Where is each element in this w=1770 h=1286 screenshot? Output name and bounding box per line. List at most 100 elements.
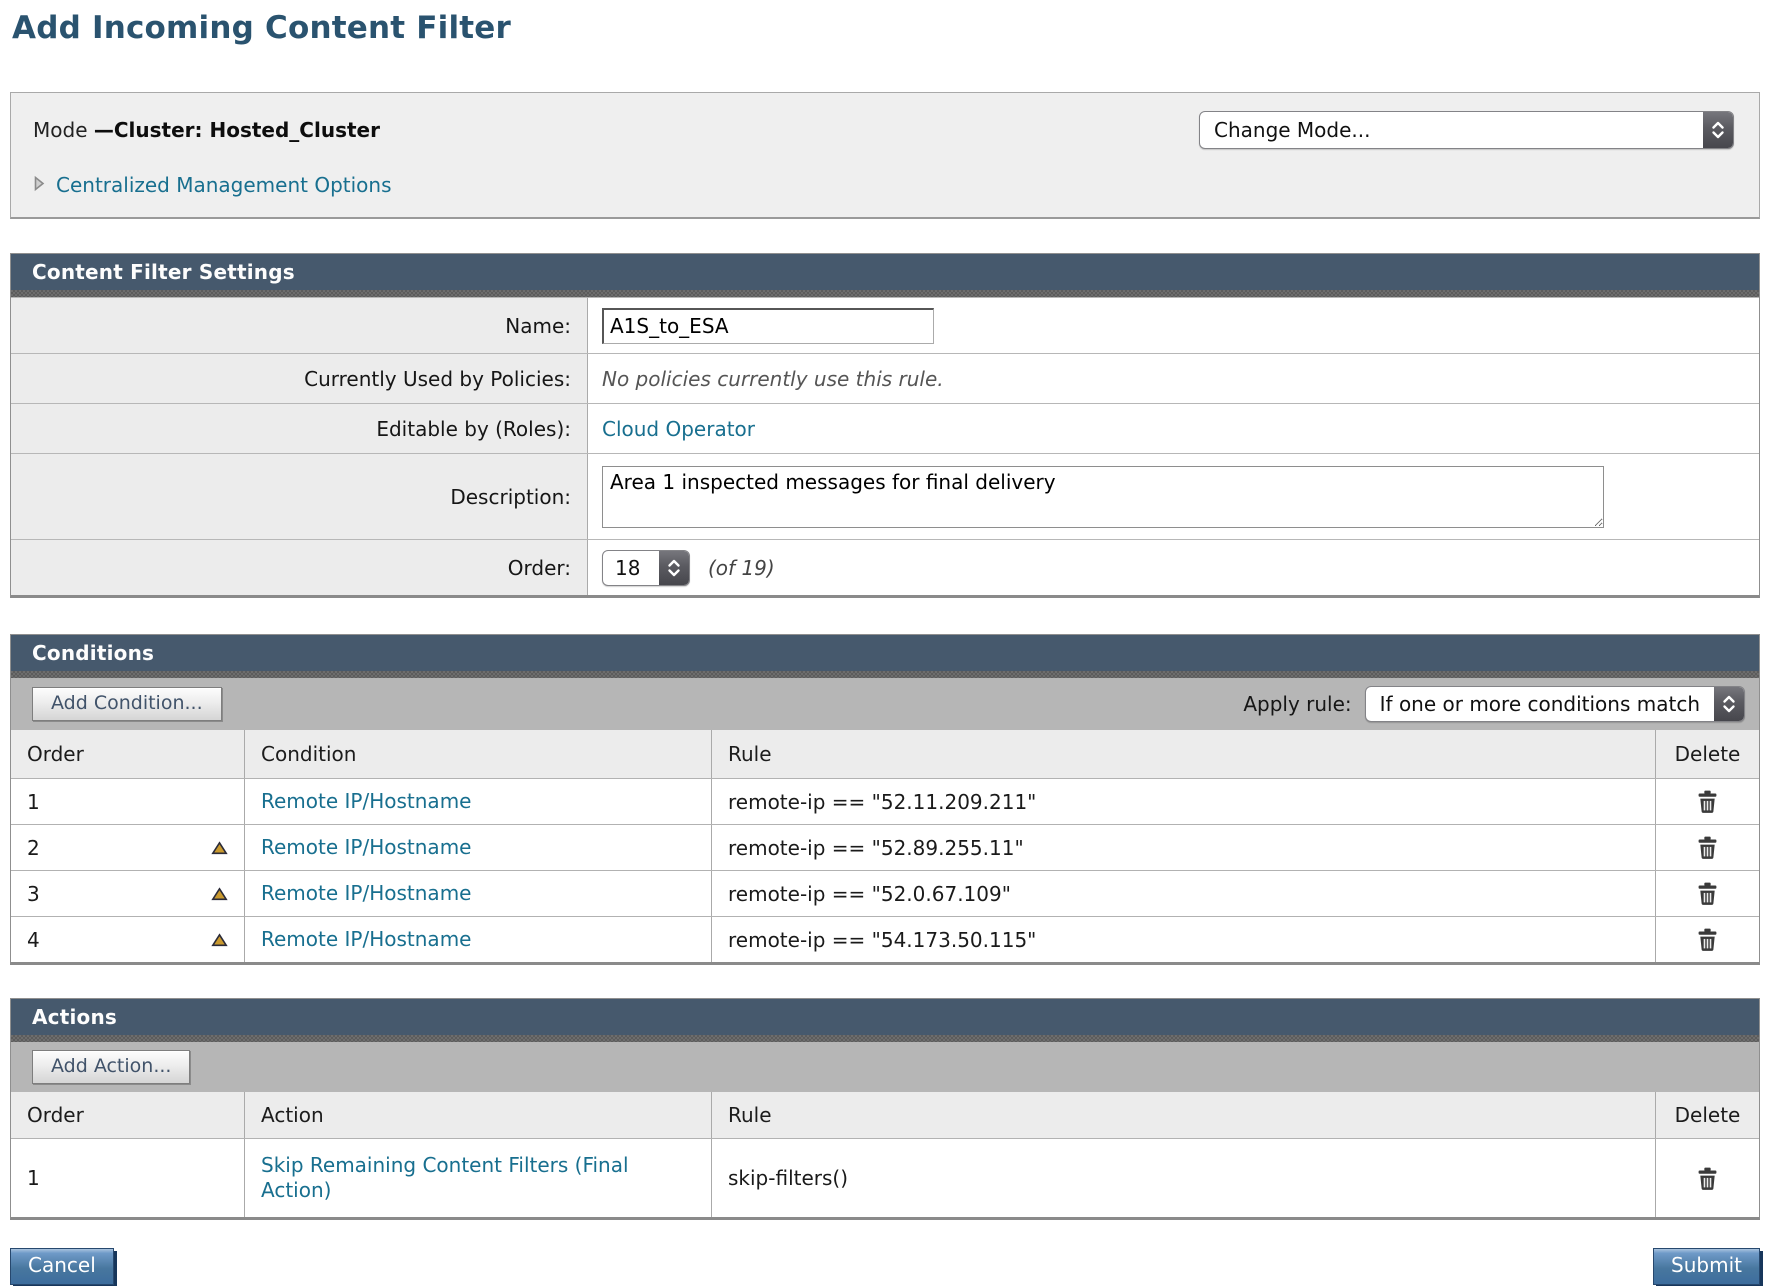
delete-condition-button[interactable] [1696, 836, 1719, 859]
action-rule: skip-filters() [728, 1166, 849, 1190]
order-selected-value: 18 [615, 555, 641, 580]
column-header-action: Action [244, 1092, 711, 1138]
delete-condition-button[interactable] [1696, 928, 1719, 951]
delete-condition-button[interactable] [1696, 882, 1719, 905]
conditions-table: Order Condition Rule Delete 1 Remote IP/… [11, 730, 1759, 962]
disclosure-triangle-icon[interactable] [33, 175, 45, 196]
column-header-condition: Condition [244, 730, 711, 778]
select-spinner-icon [1703, 112, 1733, 148]
condition-rule: remote-ip == "52.11.209.211" [728, 789, 1037, 814]
select-spinner-icon [659, 550, 689, 585]
mode-label: Mode [33, 118, 94, 142]
apply-rule-group: Apply rule: If one or more conditions ma… [1243, 686, 1745, 722]
condition-link[interactable]: Remote IP/Hostname [261, 881, 472, 905]
move-up-button[interactable] [211, 841, 228, 855]
order-select[interactable]: 18 [602, 549, 690, 586]
apply-rule-label: Apply rule: [1243, 692, 1352, 716]
name-label: Name: [11, 298, 588, 353]
condition-order: 1 [27, 789, 40, 814]
description-label: Description: [11, 454, 588, 539]
action-row: 1 Skip Remaining Content Filters (Final … [11, 1138, 1759, 1217]
mode-row: Mode —Cluster: Hosted_Cluster Change Mod… [11, 93, 1759, 149]
trash-icon [1697, 790, 1718, 813]
mode-value: —Cluster: Hosted_Cluster [93, 118, 380, 142]
policies-value: No policies currently use this rule. [602, 366, 944, 391]
condition-order: 4 [27, 927, 40, 952]
page: Add Incoming Content Filter Mode —Cluste… [10, 0, 1760, 1285]
content-filter-settings-section: Content Filter Settings Name: Currently … [10, 253, 1760, 598]
column-header-order: Order [27, 1103, 84, 1127]
settings-row-name: Name: [11, 297, 1759, 353]
add-action-button[interactable]: Add Action... [32, 1050, 191, 1084]
move-up-button[interactable] [211, 933, 228, 947]
settings-section-header: Content Filter Settings [11, 254, 1759, 290]
add-condition-button[interactable]: Add Condition... [32, 687, 222, 721]
mode-panel: Mode —Cluster: Hosted_Cluster Change Mod… [10, 92, 1760, 219]
centralized-management-options-link[interactable]: Centralized Management Options [56, 173, 392, 197]
condition-row: 4 Remote IP/Hostname remote-ip == "54.17… [11, 916, 1759, 962]
action-order: 1 [27, 1166, 40, 1190]
settings-row-editable: Editable by (Roles): Cloud Operator [11, 403, 1759, 453]
name-input[interactable] [602, 307, 934, 344]
conditions-section: Conditions Add Condition... Apply rule: … [10, 634, 1760, 965]
settings-row-policies: Currently Used by Policies: No policies … [11, 353, 1759, 403]
actions-table: Order Action Rule Delete 1 Skip Remainin… [11, 1092, 1759, 1217]
move-up-triangle-icon [212, 887, 227, 900]
cloud-operator-link[interactable]: Cloud Operator [602, 416, 756, 441]
column-header-delete: Delete [1655, 1092, 1759, 1138]
condition-row: 1 Remote IP/Hostname remote-ip == "52.11… [11, 778, 1759, 824]
settings-row-description: Description: Area 1 inspected messages f… [11, 453, 1759, 539]
apply-rule-selected-value: If one or more conditions match [1379, 692, 1700, 716]
condition-link[interactable]: Remote IP/Hostname [261, 927, 472, 951]
editable-label: Editable by (Roles): [11, 404, 588, 453]
header-texture-strip [11, 290, 1759, 297]
trash-icon [1697, 1166, 1718, 1190]
select-spinner-icon [1714, 687, 1744, 721]
column-header-rule: Rule [711, 1092, 1655, 1138]
mode-text: Mode —Cluster: Hosted_Cluster [33, 118, 380, 142]
condition-link[interactable]: Remote IP/Hostname [261, 789, 472, 813]
centralized-management-options-row: Centralized Management Options [11, 149, 1759, 217]
cancel-button[interactable]: Cancel [10, 1248, 114, 1285]
condition-rule: remote-ip == "52.89.255.11" [728, 835, 1024, 860]
condition-rule: remote-ip == "52.0.67.109" [728, 881, 1011, 906]
header-texture-strip [11, 1035, 1759, 1042]
submit-button[interactable]: Submit [1653, 1248, 1760, 1285]
column-header-rule: Rule [711, 730, 1655, 778]
move-up-triangle-icon [212, 933, 227, 946]
condition-rule: remote-ip == "54.173.50.115" [728, 927, 1037, 952]
actions-section: Actions Add Action... Order Action Rule … [10, 998, 1760, 1220]
delete-action-button[interactable] [1696, 1166, 1719, 1190]
conditions-toolbar: Add Condition... Apply rule: If one or m… [11, 678, 1759, 730]
column-header-order: Order [27, 742, 84, 766]
change-mode-select[interactable]: Change Mode... [1199, 111, 1734, 149]
footer-button-bar: Cancel Submit [10, 1248, 1760, 1285]
condition-link[interactable]: Remote IP/Hostname [261, 835, 472, 859]
actions-header-row: Order Action Rule Delete [11, 1092, 1759, 1138]
change-mode-selected-value: Change Mode... [1214, 118, 1371, 142]
conditions-section-header: Conditions [11, 635, 1759, 671]
condition-row: 3 Remote IP/Hostname remote-ip == "52.0.… [11, 870, 1759, 916]
action-link[interactable]: Skip Remaining Content Filters (Final Ac… [261, 1153, 629, 1202]
condition-order: 3 [27, 881, 40, 906]
trash-icon [1697, 836, 1718, 859]
header-texture-strip [11, 671, 1759, 678]
order-total-note: (of 19) [708, 555, 775, 580]
delete-condition-button[interactable] [1696, 790, 1719, 813]
trash-icon [1697, 928, 1718, 951]
policies-label: Currently Used by Policies: [11, 354, 588, 403]
order-label: Order: [11, 540, 588, 595]
trash-icon [1697, 882, 1718, 905]
actions-section-header: Actions [11, 999, 1759, 1035]
move-up-triangle-icon [212, 841, 227, 854]
actions-toolbar: Add Action... [11, 1042, 1759, 1092]
apply-rule-select[interactable]: If one or more conditions match [1364, 686, 1745, 722]
condition-order: 2 [27, 835, 40, 860]
conditions-header-row: Order Condition Rule Delete [11, 730, 1759, 778]
move-up-button[interactable] [211, 887, 228, 901]
page-title: Add Incoming Content Filter [12, 10, 512, 46]
description-input[interactable]: Area 1 inspected messages for final deli… [602, 465, 1604, 528]
settings-row-order: Order: 18 (of 19) [11, 539, 1759, 595]
column-header-delete: Delete [1655, 730, 1759, 778]
condition-row: 2 Remote IP/Hostname remote-ip == "52.89… [11, 824, 1759, 870]
